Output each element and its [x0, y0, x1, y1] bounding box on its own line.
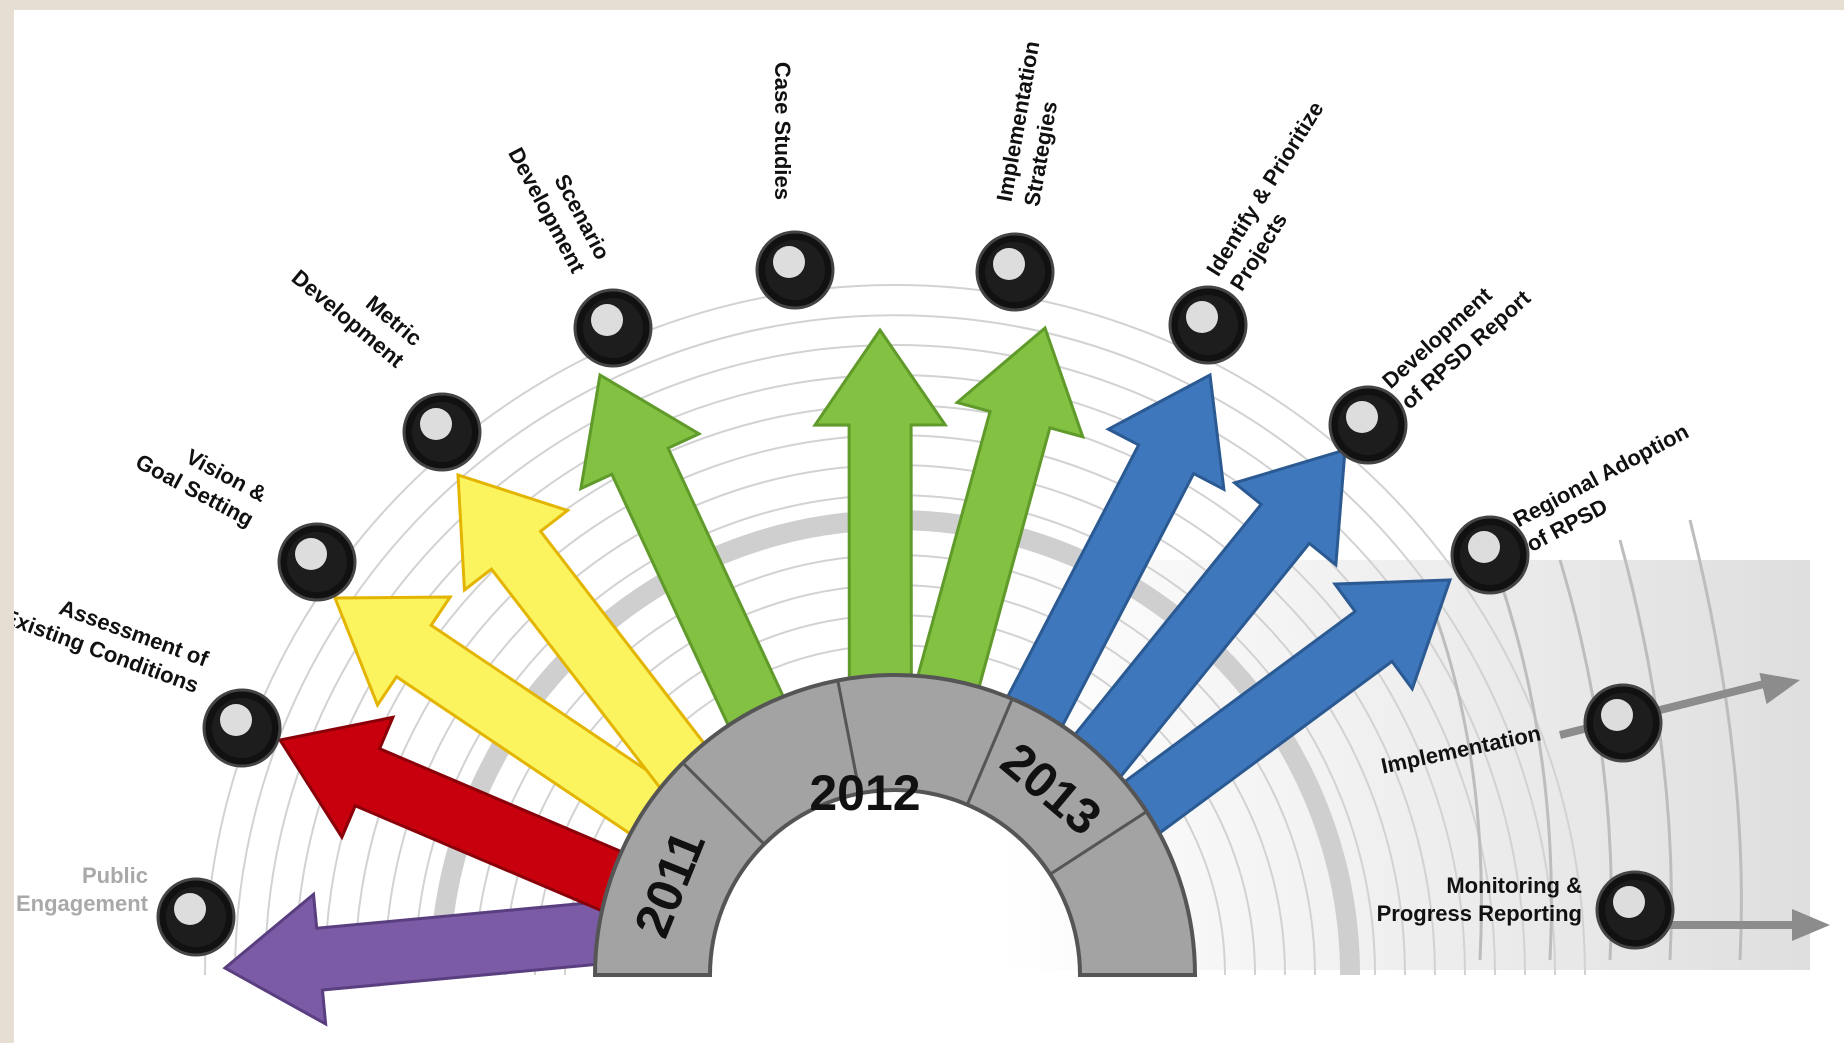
ring — [234, 314, 1556, 976]
label-assessment: Assessment ofExisting Conditions — [14, 577, 212, 698]
stage-identify-prioritize: Identify & PrioritizeProjects — [1168, 97, 1352, 365]
label-vision: Vision &Goal Setting — [132, 424, 271, 532]
label-implementation-strategies: ImplementationStrategies — [992, 39, 1072, 208]
future-arc — [1498, 579, 1553, 961]
stage-case-studies: Case Studies — [755, 62, 835, 310]
stage-arrows — [222, 325, 1830, 1027]
arrow-identify-prioritize — [996, 372, 1226, 745]
people-icon — [156, 877, 236, 957]
stage-public-engagement: Public Engagement — [16, 863, 236, 957]
hammer-icon — [975, 232, 1055, 312]
year-label-2012: 2012 — [809, 765, 920, 821]
bar-chart-icon — [1595, 870, 1675, 950]
hub-divider — [965, 698, 1014, 806]
label-rpsd-report: Developmentof RPSD Report — [1377, 264, 1536, 414]
arrow-case-studies — [812, 327, 949, 697]
ring — [204, 284, 1586, 976]
future-arc — [1688, 519, 1743, 961]
stage-vision: Vision &Goal Setting — [132, 424, 357, 602]
arrow-vision — [332, 595, 683, 847]
stage-scenario: ScenarioDevelopment — [503, 130, 653, 368]
hub-divider — [836, 680, 862, 794]
arrow-public-engagement — [222, 891, 623, 1027]
stage-assessment: Assessment ofExisting Conditions — [14, 577, 282, 768]
diagram-frame: 2011 2012 2013 Public Engagement Assessment … — [14, 10, 1844, 1043]
wrench-icon — [1583, 683, 1663, 763]
stage-implementation-strategies: ImplementationStrategies — [975, 39, 1072, 312]
label-metric: MetricDevelopment — [287, 243, 427, 373]
label-monitoring: Monitoring & Progress Reporting — [1377, 873, 1582, 926]
ring — [264, 344, 1526, 976]
arrow-scenario — [578, 372, 794, 743]
label-scenario: ScenarioDevelopment — [503, 130, 615, 277]
stage-monitoring: Monitoring & Progress Reporting — [1377, 870, 1675, 950]
thumbs-up-icon — [1450, 515, 1530, 595]
hub-divider — [1049, 810, 1148, 876]
arrow-rpsd-report — [1059, 447, 1347, 792]
label-case-studies: Case Studies — [770, 62, 795, 200]
lightbulb-icon — [277, 522, 357, 602]
stage-metric: MetricDevelopment — [287, 243, 482, 472]
label-public-engagement: Public Engagement — [16, 863, 149, 916]
gears-icon — [573, 288, 653, 368]
hub-ring — [592, 673, 1198, 977]
arrow-regional-adoption — [1106, 578, 1453, 846]
arrows-icon — [1168, 285, 1248, 365]
label-identify-prioritize: Identify & PrioritizeProjects — [1201, 97, 1352, 295]
label-regional-adoption: Regional Adoptionof RPSD — [1509, 419, 1706, 557]
stage-rpsd-report: Developmentof RPSD Report — [1328, 264, 1536, 465]
arrow-metric — [456, 472, 721, 802]
magnifier-icon — [202, 688, 282, 768]
hub-divider — [681, 761, 766, 846]
ruler-pencil-icon — [402, 392, 482, 472]
arrow-assessment — [277, 715, 643, 919]
database-icon — [755, 230, 835, 310]
arrow-implementation-strategies — [911, 325, 1086, 710]
future-arc — [1428, 599, 1483, 961]
notebook-icon — [1328, 385, 1408, 465]
